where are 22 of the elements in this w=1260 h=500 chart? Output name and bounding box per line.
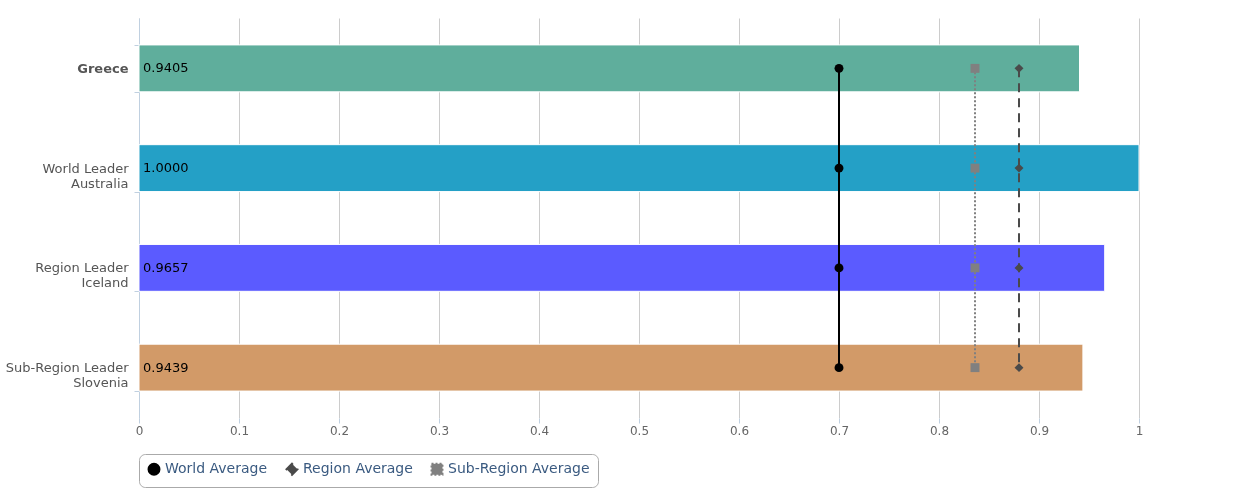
data-label: 0.9657 xyxy=(143,259,189,275)
x-tick-label: 0.1 xyxy=(229,423,250,438)
y-tick-label: Region Leader Iceland xyxy=(35,260,130,291)
legend-label: World Average xyxy=(165,460,268,477)
x-tick-label: 0.2 xyxy=(329,423,350,438)
x-tick-label: 0.3 xyxy=(429,423,450,438)
x-tick-label: 0.4 xyxy=(529,423,550,438)
legend-label: Region Average xyxy=(303,460,413,477)
x-tick-label: 0 xyxy=(135,423,144,438)
legend-label: Sub-Region Average xyxy=(448,460,590,477)
data-label: 0.9439 xyxy=(143,359,189,375)
x-tick-label: 0.7 xyxy=(829,423,850,438)
x-tick-label: 1 xyxy=(1135,423,1144,438)
x-tick-label: 0.5 xyxy=(629,423,650,438)
x-tick-label: 0.9 xyxy=(1029,423,1050,438)
x-tick-label: 0.6 xyxy=(729,423,750,438)
data-label: 1.0000 xyxy=(143,160,189,176)
data-label: 0.9405 xyxy=(143,60,189,76)
y-tick-label: Greece xyxy=(77,60,129,76)
x-tick-label: 0.8 xyxy=(929,423,950,438)
y-tick-label: World Leader Australia xyxy=(42,160,130,191)
y-tick-label: Sub-Region Leader Slovenia xyxy=(5,360,130,391)
